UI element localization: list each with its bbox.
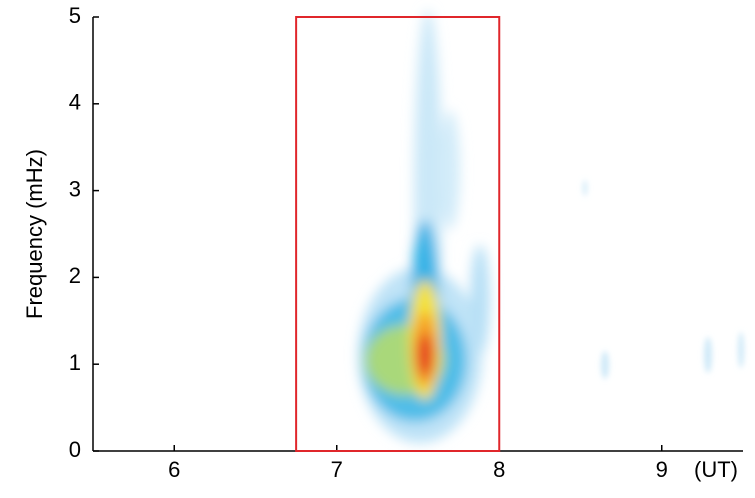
- highlight-box: [295, 16, 501, 452]
- y-tick-label: 1: [69, 350, 81, 375]
- y-axis-label: Frequency (mHz): [22, 149, 47, 319]
- x-tick-label: 6: [168, 457, 180, 482]
- x-axis-label: (UT): [694, 457, 738, 482]
- y-tick-label: 5: [69, 3, 81, 28]
- y-tick-label: 0: [69, 437, 81, 462]
- x-tick-label: 8: [493, 457, 505, 482]
- x-tick-label: 9: [656, 457, 668, 482]
- y-tick-label: 3: [69, 176, 81, 201]
- spectrogram-power: [358, 10, 744, 443]
- y-tick-label: 4: [69, 90, 81, 115]
- y-tick-label: 2: [69, 263, 81, 288]
- x-tick-label: 7: [331, 457, 343, 482]
